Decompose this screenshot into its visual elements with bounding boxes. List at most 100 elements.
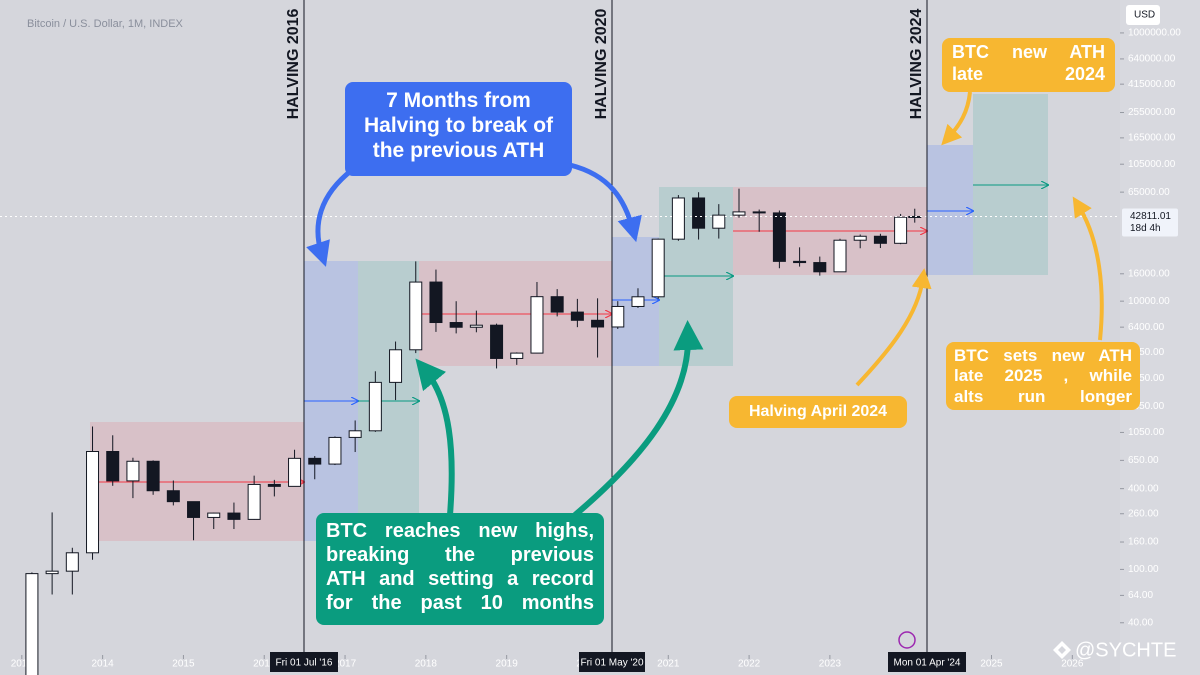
x-tick-label: 2016 bbox=[253, 659, 276, 670]
currency-label: USD bbox=[1134, 10, 1155, 21]
candle-body bbox=[348, 430, 362, 438]
x-tick-label: 2019 bbox=[496, 659, 519, 670]
annotation-line: for the past 10 months bbox=[326, 592, 594, 614]
candle-body bbox=[671, 197, 685, 240]
date-label: Fri 01 May '20 bbox=[580, 658, 643, 669]
annotation-line: late 2024 bbox=[952, 63, 1105, 84]
annotation-line: alts run longer bbox=[954, 386, 1132, 406]
candle-body bbox=[126, 460, 140, 482]
y-tick-label: 105000.00 bbox=[1128, 159, 1176, 170]
y-tick-label: 415000.00 bbox=[1128, 79, 1176, 90]
date-badge bbox=[579, 652, 645, 672]
candle-body bbox=[611, 305, 625, 328]
candle-body bbox=[45, 570, 59, 575]
candle-body bbox=[692, 197, 706, 229]
candle-body bbox=[166, 490, 180, 503]
annotation-line: BTC reaches new highs, bbox=[326, 520, 594, 542]
candle-body bbox=[813, 262, 827, 273]
y-tick-label: 10000.00 bbox=[1128, 296, 1170, 307]
annotation-line: Halving April 2024 bbox=[748, 403, 888, 420]
date-label: Fri 01 Jul '16 bbox=[276, 658, 333, 669]
alert-icon bbox=[898, 631, 916, 649]
candle-body bbox=[187, 501, 201, 518]
candle-body bbox=[894, 216, 908, 244]
candle-body bbox=[106, 450, 120, 482]
x-tick-label: 2014 bbox=[92, 659, 115, 670]
y-tick-label: 40.00 bbox=[1128, 617, 1153, 628]
candle-body bbox=[449, 322, 463, 328]
y-tick-label: 255000.00 bbox=[1128, 107, 1176, 118]
annotation-line: 7 Months from bbox=[386, 89, 531, 112]
y-tick-label: 160.00 bbox=[1128, 537, 1159, 548]
date-badge bbox=[888, 652, 966, 672]
candle-body bbox=[833, 239, 847, 273]
chart-title: Bitcoin / U.S. Dollar, 1M, INDEX bbox=[27, 18, 184, 30]
candle-body bbox=[793, 260, 807, 264]
x-tick-label: 2017 bbox=[334, 659, 357, 670]
annotation-line: BTC new ATH bbox=[952, 42, 1105, 62]
candle-body bbox=[853, 235, 867, 241]
annotation: 7 Months from Halving to break of the prev… bbox=[345, 82, 572, 176]
candle-body bbox=[530, 296, 544, 354]
x-tick-label: 2023 bbox=[819, 659, 842, 670]
date-badge bbox=[270, 652, 338, 672]
y-tick-label: 1050.00 bbox=[1128, 427, 1165, 438]
watermark-icon bbox=[1053, 641, 1071, 659]
annotation: BTC reaches new highs, breaking the previ… bbox=[316, 513, 604, 625]
candle-body bbox=[712, 214, 726, 229]
y-tick-label: 2650.00 bbox=[1128, 373, 1165, 384]
annotation-line: late 2025 , while bbox=[954, 366, 1132, 386]
candle-body bbox=[368, 381, 382, 432]
candle-body bbox=[86, 450, 100, 554]
candle-body bbox=[267, 483, 281, 487]
candle-body bbox=[732, 211, 746, 216]
halving-label: HALVING 2016 bbox=[285, 8, 302, 119]
candle-body bbox=[651, 238, 665, 298]
candle-body bbox=[288, 457, 302, 487]
candle-body bbox=[469, 324, 483, 328]
halving-label: HALVING 2020 bbox=[593, 8, 610, 119]
candle-body bbox=[772, 212, 786, 262]
y-tick-label: 640000.00 bbox=[1128, 54, 1176, 65]
candle-body bbox=[409, 281, 423, 351]
y-tick-label: 165000.00 bbox=[1128, 133, 1176, 144]
candle-body bbox=[65, 552, 79, 572]
x-tick-label: 2021 bbox=[657, 659, 680, 670]
candle-body bbox=[752, 211, 766, 214]
halving-label: HALVING 2024 bbox=[908, 8, 925, 119]
annotation-line: Halving to break of bbox=[363, 114, 554, 138]
annotation: Halving April 2024 bbox=[729, 396, 907, 428]
annotation-line: the previous ATH bbox=[372, 139, 545, 163]
candle-body bbox=[207, 512, 221, 518]
candle-body bbox=[490, 324, 504, 359]
countdown-label: 18d 4h bbox=[1130, 223, 1161, 234]
candle-body bbox=[429, 281, 443, 324]
annotation-line: breaking the previous bbox=[326, 544, 594, 566]
annotation: BTC new ATH late 2024 bbox=[942, 38, 1115, 92]
y-tick-label: 260.00 bbox=[1128, 508, 1159, 519]
candle-body bbox=[591, 319, 605, 328]
watermark: @SYCHTE bbox=[1075, 639, 1176, 661]
x-tick-label: 2018 bbox=[415, 659, 438, 670]
last-price-label: 42811.01 bbox=[1130, 211, 1171, 222]
annotation-line: BTC sets new ATH bbox=[954, 346, 1132, 365]
annotation: BTC sets new ATH late 2025 , while alts ru… bbox=[946, 342, 1140, 410]
candle-body bbox=[328, 436, 342, 465]
candle-body bbox=[510, 352, 524, 359]
x-tick-label: 2015 bbox=[172, 659, 195, 670]
date-label: Mon 01 Apr '24 bbox=[894, 658, 961, 669]
candle-body bbox=[247, 483, 261, 520]
currency-badge bbox=[1126, 5, 1160, 25]
price-axis-bg bbox=[1120, 0, 1200, 675]
candle-body bbox=[389, 349, 403, 383]
candle-body bbox=[25, 573, 39, 675]
x-tick-label: 2025 bbox=[980, 659, 1003, 670]
y-tick-label: 6400.00 bbox=[1128, 322, 1165, 333]
y-tick-label: 64.00 bbox=[1128, 590, 1153, 601]
y-tick-label: 650.00 bbox=[1128, 455, 1159, 466]
x-tick-label: 2022 bbox=[738, 659, 761, 670]
annotation-line: ATH and setting a record bbox=[326, 568, 594, 590]
candle-body bbox=[308, 457, 322, 465]
